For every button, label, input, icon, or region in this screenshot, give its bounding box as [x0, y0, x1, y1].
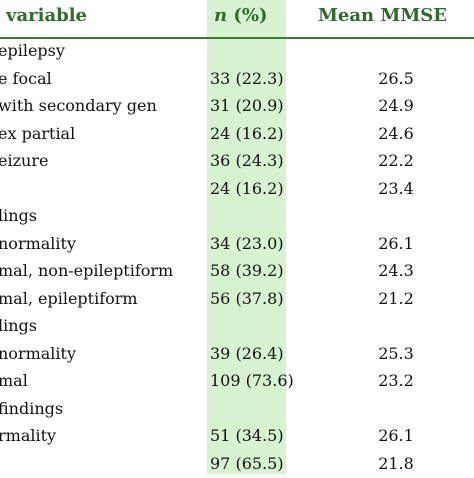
cell-variable: normality: [0, 233, 76, 253]
cell-n-percent: 24 (16.2): [210, 178, 284, 198]
cell-n-percent: 36 (24.3): [210, 151, 284, 170]
n-column-highlight: [207, 0, 286, 474]
header-n-italic: n: [214, 5, 228, 26]
cell-mean-mmse: 21.8: [378, 453, 414, 473]
table-row: normality 34 (23.0) 26.1: [0, 231, 474, 258]
table-row: lings: [0, 313, 474, 340]
cell-mean-mmse: 25.3: [378, 343, 414, 363]
cell-variable: mal: [0, 371, 28, 390]
cell-variable: e focal: [0, 68, 52, 88]
table-row: mal, non-epileptiform 58 (39.2) 24.3: [0, 258, 474, 285]
header-n: n (%): [214, 5, 268, 26]
table-row: e focal 33 (22.3) 26.5: [0, 66, 474, 93]
cell-mean-mmse: 24.6: [378, 123, 414, 143]
cell-n-percent: 24 (16.2): [210, 123, 284, 143]
table-row: epilepsy: [0, 38, 474, 65]
cell-n-percent: 109 (73.6): [210, 371, 294, 390]
cell-variable: epilepsy: [0, 41, 65, 60]
table-row: mal 109 (73.6) 23.2: [0, 368, 474, 395]
table-row: ex partial 24 (16.2) 24.6: [0, 121, 474, 148]
table-row: 97 (65.5) 21.8: [0, 451, 474, 478]
table-header: variable n (%) Mean MMSE: [0, 0, 474, 39]
table-row: mal, epileptiform 56 (37.8) 21.2: [0, 286, 474, 313]
cell-variable: lings: [0, 316, 37, 335]
table-row: findings: [0, 396, 474, 423]
cell-n-percent: 97 (65.5): [210, 453, 284, 473]
cell-n-percent: 33 (22.3): [210, 68, 284, 88]
cell-mean-mmse: 24.3: [378, 261, 414, 280]
cell-variable: ex partial: [0, 123, 76, 143]
cell-mean-mmse: 21.2: [378, 288, 414, 308]
table-row: rmality 51 (34.5) 26.1: [0, 423, 474, 450]
cell-mean-mmse: 22.2: [378, 151, 414, 170]
cell-variable: findings: [0, 398, 64, 418]
header-mean-mmse: Mean MMSE: [318, 5, 447, 26]
cell-variable: lings: [0, 206, 37, 225]
cell-mean-mmse: 23.4: [378, 178, 414, 198]
cell-n-percent: 51 (34.5): [210, 426, 284, 445]
table-row: lings: [0, 203, 474, 230]
header-n-percent: (%): [227, 5, 268, 26]
cell-variable: with secondary gen: [0, 96, 157, 115]
cell-n-percent: 31 (20.9): [210, 96, 284, 115]
cell-mean-mmse: 26.5: [378, 68, 414, 88]
table-row: normality 39 (26.4) 25.3: [0, 341, 474, 368]
header-variable: variable: [6, 5, 87, 26]
cell-mean-mmse: 24.9: [378, 96, 414, 115]
cell-mean-mmse: 23.2: [378, 371, 414, 390]
cell-variable: rmality: [0, 426, 57, 445]
cell-variable: normality: [0, 343, 76, 363]
table-row: with secondary gen 31 (20.9) 24.9: [0, 93, 474, 120]
table-row: 24 (16.2) 23.4: [0, 176, 474, 203]
cell-variable: mal, epileptiform: [0, 288, 138, 308]
cell-mean-mmse: 26.1: [378, 233, 414, 253]
cell-variable: mal, non-epileptiform: [0, 261, 174, 280]
cell-n-percent: 58 (39.2): [210, 261, 284, 280]
cell-n-percent: 39 (26.4): [210, 343, 284, 363]
cell-variable: eizure: [0, 151, 49, 170]
cell-mean-mmse: 26.1: [378, 426, 414, 445]
cell-n-percent: 34 (23.0): [210, 233, 284, 253]
table-row: eizure 36 (24.3) 22.2: [0, 148, 474, 175]
cell-n-percent: 56 (37.8): [210, 288, 284, 308]
